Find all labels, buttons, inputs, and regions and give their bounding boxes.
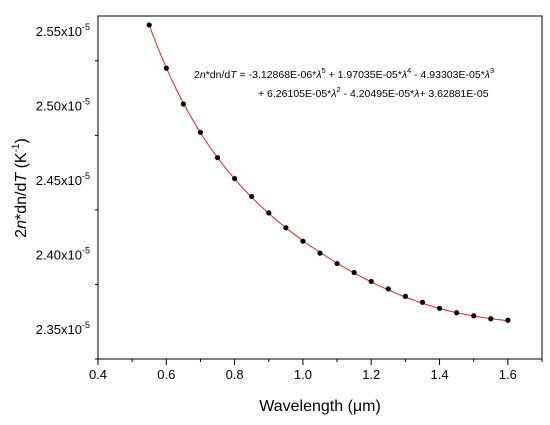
plot-area-border (97, 15, 543, 360)
y-title-n: n (13, 220, 30, 229)
data-point (385, 286, 391, 292)
data-point (368, 278, 374, 285)
data-point (488, 316, 494, 322)
data-point (180, 101, 186, 107)
x-tick-label: 1.4 (430, 367, 448, 382)
data-point (232, 175, 238, 182)
y-title-close: ) (13, 138, 30, 143)
data-point (419, 299, 426, 305)
data-point (317, 250, 323, 256)
x-tick-label: 1.2 (362, 367, 380, 382)
data-point (300, 238, 306, 244)
y-title-dn: *dn/d (13, 183, 30, 220)
x-tick-label: 0.4 (89, 367, 107, 382)
data-point (351, 269, 357, 276)
y-title-exp: -1 (11, 143, 22, 152)
data-point (402, 293, 408, 299)
equation-line-1: 2n*dn/dT = -3.12868E-06*λ5 + 1.97035E-05… (194, 66, 494, 81)
equation-line-2: + 6.26105E-05*λ2 - 4.20495E-05*λ+ 3.6288… (258, 85, 489, 100)
data-point (505, 317, 511, 323)
data-points (146, 22, 511, 323)
data-point (214, 155, 221, 161)
y-tick-label: 2.45x10-5 (36, 171, 90, 188)
data-point (197, 129, 204, 135)
data-point (436, 305, 443, 311)
x-axis-title: Wavelength (μm) (259, 398, 381, 415)
y-tick-label: 2.40x10-5 (36, 246, 90, 263)
data-point (454, 310, 460, 316)
data-point (334, 260, 340, 267)
plot-frame (97, 15, 543, 360)
y-title-2: 2 (13, 229, 30, 238)
x-tick-label: 0.8 (226, 367, 244, 382)
fit-curve (148, 24, 508, 322)
x-axis-ticks: 0.4 0.6 0.8 1.0 1.2 1.4 1.6 (89, 359, 543, 382)
data-point (471, 313, 477, 319)
x-tick-label: 1.0 (294, 367, 312, 382)
y-axis-title: 2n*dn/dT (K-1) (11, 138, 30, 238)
y-title-T: T (13, 172, 30, 183)
data-point (146, 22, 152, 28)
data-point (266, 210, 272, 216)
y-tick-label: 2.50x10-5 (36, 96, 90, 113)
y-axis-ticks: 2.35x10-5 2.40x10-5 2.45x10-5 2.50x10-5 2.55… (36, 22, 98, 360)
y-title-unit: (K (13, 152, 30, 173)
data-point (249, 193, 255, 200)
x-tick-label: 1.6 (499, 367, 517, 382)
data-point (163, 65, 169, 71)
fit-equation-annotation: 2n*dn/dT = -3.12868E-06*λ5 + 1.97035E-05… (194, 66, 494, 100)
y-tick-label: 2.35x10-5 (36, 320, 90, 337)
x-tick-label: 0.6 (157, 367, 175, 382)
data-point (283, 225, 289, 231)
y-tick-label: 2.55x10-5 (36, 22, 90, 39)
